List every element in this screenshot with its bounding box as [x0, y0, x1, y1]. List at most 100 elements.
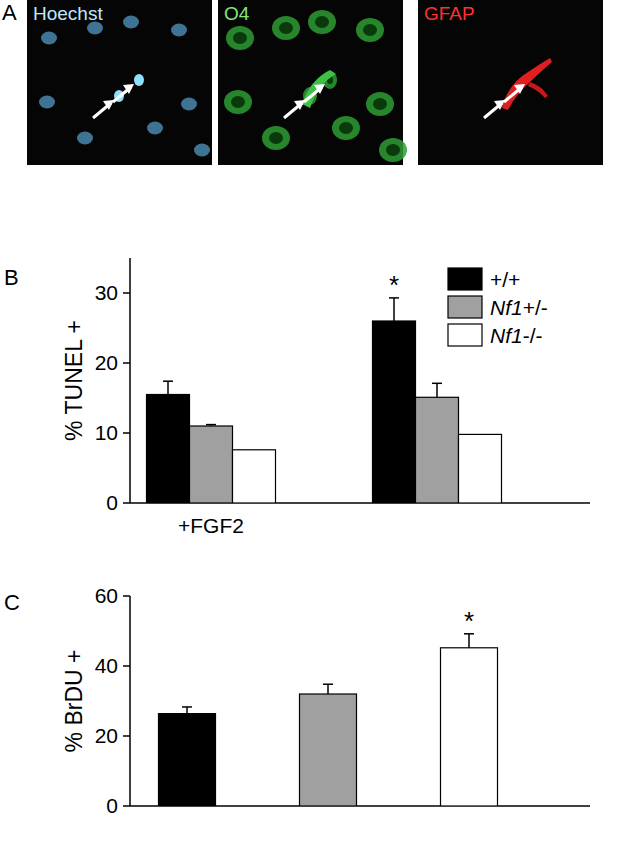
cell-body — [308, 10, 336, 34]
nucleus — [194, 144, 210, 157]
cell-nucleus — [269, 132, 283, 144]
cell-nucleus — [315, 16, 329, 28]
panel-label: B — [4, 265, 19, 290]
cell-body — [224, 90, 252, 114]
cell-nucleus — [373, 98, 387, 110]
legend-swatch — [448, 324, 482, 346]
micrograph: Hoechst — [27, 0, 212, 165]
y-tick-label: 0 — [106, 491, 118, 514]
cell-nucleus — [339, 122, 353, 134]
error-bar — [163, 381, 173, 394]
cell-body — [226, 26, 254, 50]
bar — [373, 321, 416, 503]
error-line — [186, 707, 188, 714]
nucleus — [134, 74, 144, 86]
significance-marker: * — [389, 270, 399, 300]
bar — [416, 397, 459, 503]
y-tick-label: 60 — [95, 584, 118, 607]
y-tick-label: 0 — [106, 794, 118, 817]
micrograph: GFAP — [418, 0, 603, 165]
cell-nucleus — [386, 144, 400, 156]
significance-marker: * — [464, 606, 474, 636]
y-tick — [123, 502, 130, 504]
arrowhead — [314, 84, 325, 94]
y-tick-label: 20 — [95, 724, 118, 747]
legend-label-italic: Nf1 — [490, 324, 523, 347]
cell-body — [272, 16, 300, 40]
error-line — [327, 684, 329, 694]
y-tick — [123, 292, 130, 294]
error-cap — [182, 706, 192, 708]
bar — [147, 395, 190, 504]
y-tick — [123, 432, 130, 434]
cell-body — [356, 18, 384, 42]
nucleus — [39, 96, 55, 109]
figure: AHoechstO4GFAPB% TUNEL +0102030+FGF2+/+N… — [0, 0, 618, 853]
nucleus — [171, 24, 187, 37]
nucleus — [147, 122, 163, 135]
micrograph: O4 — [218, 0, 407, 165]
bar — [441, 648, 498, 806]
bar — [190, 426, 233, 503]
panel-label: C — [4, 590, 20, 615]
y-tick-label: 20 — [95, 351, 118, 374]
cell-nucleus — [363, 24, 377, 36]
image-background — [418, 0, 603, 165]
legend-swatch — [448, 268, 482, 290]
image-title: GFAP — [424, 3, 475, 24]
y-tick-label: 40 — [95, 654, 118, 677]
error-bar — [389, 298, 399, 321]
error-bar — [464, 634, 474, 648]
y-tick-label: 30 — [95, 281, 118, 304]
cell-nucleus — [233, 32, 247, 44]
error-cap — [323, 683, 333, 685]
legend-label-rest: +/- — [523, 296, 548, 319]
image-title: Hoechst — [33, 3, 103, 24]
arrowhead — [514, 84, 525, 94]
legend-label: +/+ — [490, 268, 520, 291]
chart: B% TUNEL +0102030+FGF2+/+Nf1+/-Nf1-/-* — [4, 258, 590, 537]
panel-label: A — [2, 0, 17, 25]
plot-area — [159, 634, 498, 806]
arrowhead — [103, 100, 114, 110]
legend-label-italic: Nf1 — [490, 296, 523, 319]
y-axis-label: % TUNEL + — [61, 320, 87, 441]
gfap-stain — [528, 82, 548, 98]
bar — [300, 694, 357, 806]
error-cap — [432, 383, 442, 385]
error-bar — [182, 707, 192, 714]
cell-body — [366, 92, 394, 116]
cell-body — [379, 138, 407, 162]
y-axis-label: % BrDU + — [61, 650, 87, 753]
legend-label-rest: -/- — [523, 324, 543, 347]
y-axis — [129, 258, 131, 503]
nucleus — [77, 132, 93, 145]
y-tick — [123, 735, 130, 737]
error-bar — [206, 425, 216, 426]
error-line — [167, 381, 169, 394]
nucleus — [41, 32, 57, 45]
y-tick — [123, 805, 130, 807]
bar — [459, 434, 502, 503]
error-bar — [323, 684, 333, 694]
error-line — [436, 383, 438, 397]
nucleus — [123, 16, 139, 29]
error-line — [468, 634, 470, 648]
chart: C % BrDU + 0 20 40 60 * — [4, 584, 590, 817]
cell-nucleus — [231, 96, 245, 108]
error-cap — [163, 380, 173, 382]
cell-nucleus — [279, 22, 293, 34]
arrowhead — [494, 100, 505, 110]
bar — [159, 714, 216, 806]
cell-body — [262, 126, 290, 150]
y-tick — [123, 595, 130, 597]
y-tick-label: 10 — [95, 421, 118, 444]
gfap-stain — [502, 58, 552, 110]
legend-swatch — [448, 296, 482, 318]
y-axis — [129, 596, 131, 806]
bar — [233, 450, 276, 503]
legend-label: Nf1-/- — [490, 324, 543, 347]
legend-label: Nf1+/- — [490, 296, 548, 319]
plot-area — [147, 298, 502, 503]
error-bar — [432, 383, 442, 397]
